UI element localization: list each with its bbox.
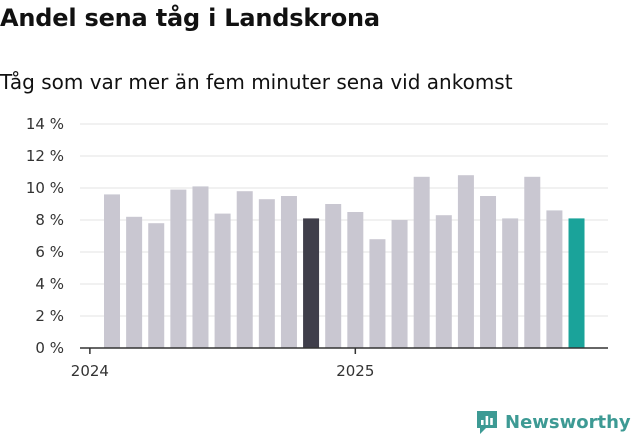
x-tick-label: 2024: [71, 362, 109, 380]
bar: [192, 186, 209, 348]
bar: [325, 204, 342, 348]
brand-logo: Newsworthy: [475, 408, 631, 436]
newsworthy-logo-icon: [477, 411, 497, 434]
y-tick-label: 2 %: [35, 307, 64, 325]
bar: [258, 199, 275, 348]
bar: [214, 213, 231, 348]
bar: [347, 212, 364, 348]
bar: [435, 215, 452, 348]
bar: [457, 175, 474, 348]
chart-subtitle: Tåg som var mer än fem minuter sena vid …: [0, 70, 513, 94]
bar: [480, 196, 497, 348]
bar: [126, 216, 143, 348]
chart-title: Andel sena tåg i Landskrona: [0, 4, 380, 32]
y-tick-label: 12 %: [26, 147, 64, 165]
bar: [236, 191, 253, 348]
brand-name: Newsworthy: [505, 411, 631, 433]
bar: [148, 223, 165, 348]
bar: [546, 210, 563, 348]
y-tick-label: 8 %: [35, 211, 64, 229]
bar: [524, 176, 541, 348]
bar: [170, 189, 187, 348]
bar: [303, 218, 320, 348]
bar: [369, 239, 386, 348]
y-tick-label: 10 %: [26, 179, 64, 197]
bar: [391, 220, 408, 348]
bar: [104, 194, 120, 348]
y-tick-label: 6 %: [35, 243, 64, 261]
x-tick-label: 2025: [336, 362, 374, 380]
bar: [413, 176, 430, 348]
y-tick-label: 4 %: [35, 275, 64, 293]
bar: [568, 218, 585, 348]
y-tick-label: 14 %: [26, 115, 64, 133]
bar: [280, 196, 297, 348]
y-tick-label: 0 %: [35, 339, 64, 357]
bar: [502, 218, 519, 348]
